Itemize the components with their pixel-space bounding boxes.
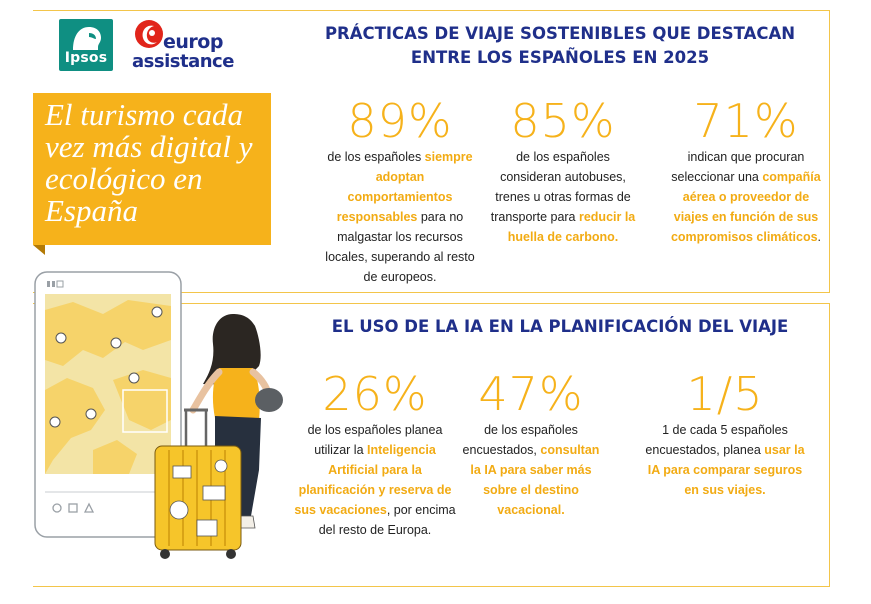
stat-description: de los españoles consideran autobuses, t… — [490, 150, 636, 244]
stat-47: 47% de los españoles encuestados, consul… — [462, 368, 600, 520]
stat-one-fifth: 1/5 1 de cada 5 españoles encuestados, p… — [640, 368, 810, 500]
stat-26: 26% de los españoles planea utilizar la … — [290, 368, 460, 540]
stat-value: 71% — [693, 94, 799, 148]
suitcase-icon — [154, 408, 242, 559]
stat-description: indican que procuran seleccionar una com… — [670, 150, 822, 244]
stat-description: de los españoles planea utilizar la Inte… — [294, 423, 456, 537]
headline-banner: El turismo cada vez más digital y ecológ… — [33, 93, 271, 245]
ipsos-wordmark: Ipsos — [64, 50, 108, 66]
stat-value: 1/5 — [686, 367, 764, 421]
stat-description: de los españoles encuestados, consultan … — [462, 423, 600, 517]
stat-value: 26% — [322, 367, 428, 421]
europ-wordmark: europ — [163, 31, 223, 53]
stat-value: 85% — [510, 94, 616, 148]
phone-frame-icon — [34, 271, 182, 538]
stat-description: de los españoles siempre adoptan comport… — [325, 150, 475, 284]
banner-title: El turismo cada vez más digital y ecológ… — [45, 97, 253, 228]
stat-85: 85% de los españoles consideran autobuse… — [488, 95, 638, 247]
stat-description: 1 de cada 5 españoles encuestados, plane… — [645, 423, 805, 497]
stat-89: 89% de los españoles siempre adoptan com… — [322, 95, 478, 287]
europ-assistance-mark-icon — [135, 20, 163, 48]
map-pin-icon — [49, 306, 163, 428]
assistance-wordmark: assistance — [132, 51, 234, 72]
traveler-illustration — [34, 271, 283, 559]
section-title-ai: EL USO DE LA IA EN LA PLANIFICACIÓN DEL … — [331, 317, 789, 336]
ipsos-head-icon — [73, 27, 101, 50]
stat-value: 47% — [478, 367, 584, 421]
europ-assistance-logo: europ assistance — [131, 18, 234, 72]
ipsos-logo: Ipsos — [59, 19, 113, 71]
section-title-sustainable: PRÁCTICAS DE VIAJE SOSTENIBLES QUE DESTA… — [324, 24, 796, 67]
stat-value: 89% — [347, 94, 453, 148]
banner-fold — [33, 245, 45, 255]
stat-71: 71% indican que procuran seleccionar una… — [665, 95, 827, 247]
